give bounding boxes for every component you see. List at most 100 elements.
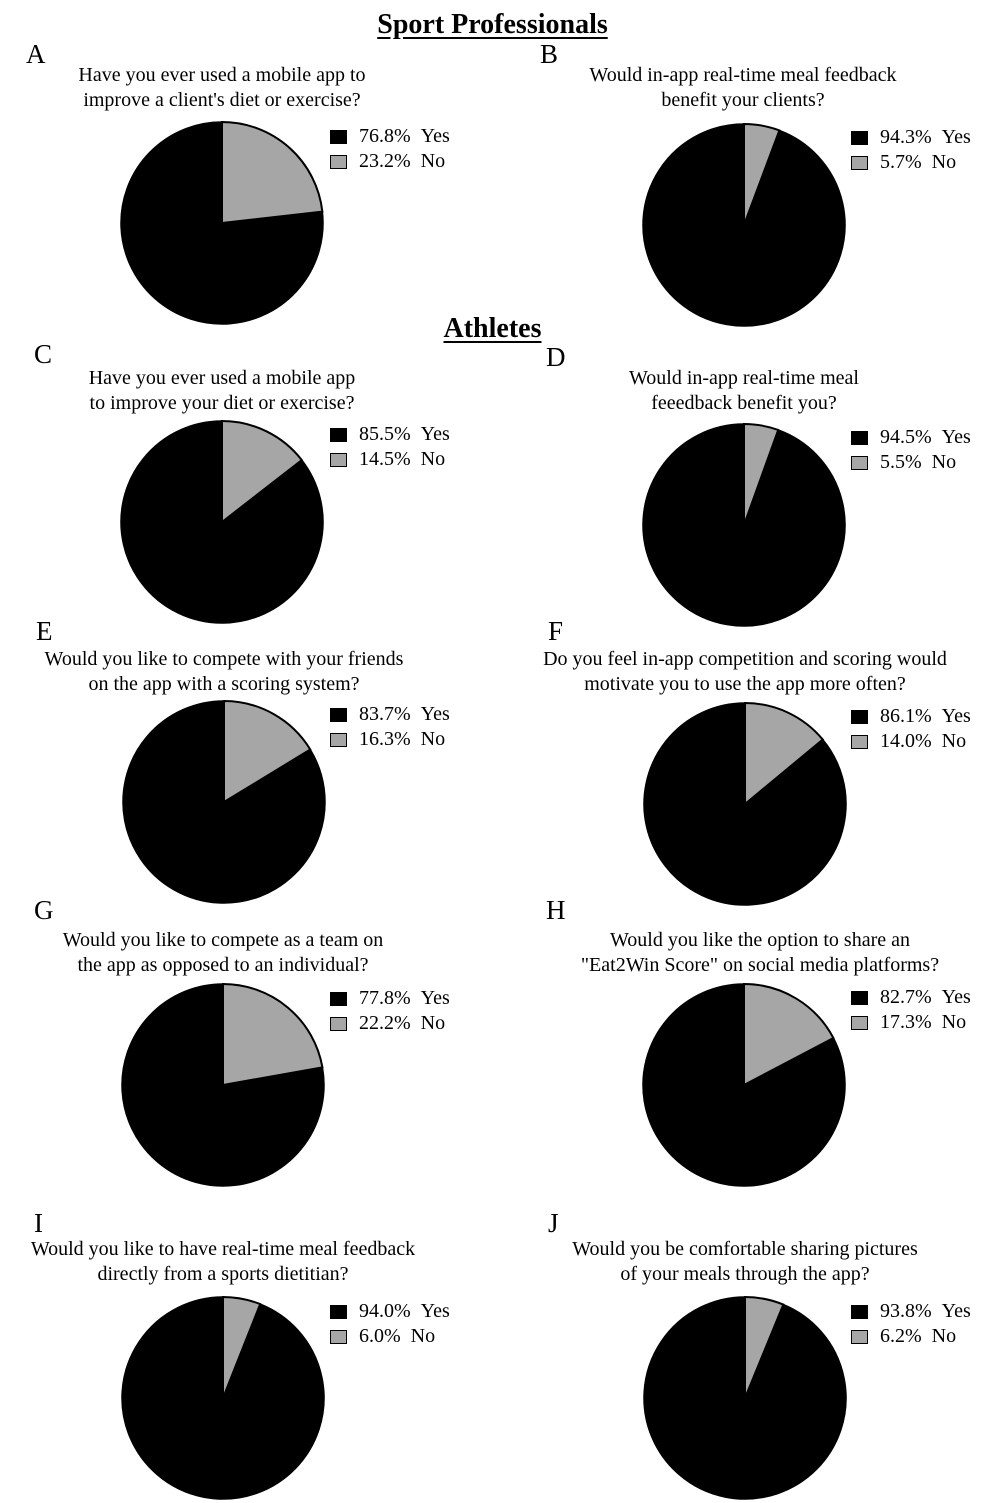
heading-athletes: Athletes: [443, 313, 542, 344]
chart-title-line: the app as opposed to an individual?: [77, 954, 369, 976]
legend-swatch: [330, 1329, 347, 1344]
legend-percent: 86.1%: [880, 705, 932, 727]
chart-title-d: Would in-app real-time meal feeedback ben…: [494, 366, 985, 416]
panel-letter-h: H: [546, 895, 566, 925]
legend-swatch: [330, 427, 347, 442]
chart-title-c: Have you ever used a mobile app to improv…: [0, 366, 472, 416]
panel-letter-a: A: [26, 39, 46, 69]
panel-letter-g: G: [34, 895, 54, 925]
pie-chart-h: [642, 982, 846, 1187]
legend-percent: 6.0%: [359, 1325, 401, 1347]
pie-slice-no: [743, 422, 780, 526]
legend-percent: 83.7%: [359, 703, 411, 725]
legend-label: Yes: [941, 1300, 971, 1322]
legend-g: 77.8% Yes 22.2% No: [330, 986, 450, 1036]
chart-title-e: Would you like to compete with your frie…: [0, 647, 474, 697]
legend-percent: 93.8%: [880, 1300, 932, 1322]
chart-title-line: improve a client's diet or exercise?: [83, 89, 361, 111]
legend-percent: 85.5%: [359, 423, 411, 445]
legend-swatch: [330, 1304, 347, 1319]
legend-percent: 23.2%: [359, 150, 411, 172]
chart-title-j: Would you be comfortable sharing picture…: [495, 1237, 985, 1287]
chart-title-line: Would you like to compete as a team on: [62, 929, 384, 951]
legend-percent: 22.2%: [359, 1012, 411, 1034]
legend-percent: 17.3%: [880, 1011, 932, 1033]
legend-item-yes: 82.7% Yes: [851, 985, 971, 1010]
legend-label: No: [941, 730, 967, 752]
chart-title-b: Would in-app real-time meal feedback bene…: [493, 63, 985, 113]
chart-title-line: Would you be comfortable sharing picture…: [572, 1238, 918, 1260]
legend-item-no: 14.0% No: [851, 729, 971, 754]
legend-item-yes: 93.8% Yes: [851, 1299, 971, 1324]
legend-item-yes: 94.3% Yes: [851, 125, 971, 150]
legend-a: 76.8% Yes 23.2% No: [330, 124, 450, 174]
chart-title-line: feeedback benefit you?: [651, 392, 837, 414]
legend-swatch: [851, 1304, 868, 1319]
legend-d: 94.5% Yes 5.5% No: [851, 425, 971, 475]
chart-title-line: "Eat2Win Score" on social media platform…: [580, 954, 940, 976]
legend-label: No: [941, 1011, 967, 1033]
pie-chart-b: [642, 122, 846, 327]
legend-swatch: [851, 709, 868, 724]
legend-label: No: [931, 151, 957, 173]
legend-swatch: [330, 991, 347, 1006]
chart-title-line: on the app with a scoring system?: [88, 673, 360, 695]
legend-swatch: [330, 154, 347, 169]
legend-label: Yes: [420, 125, 450, 147]
pie-slice-no: [743, 982, 835, 1087]
legend-label: Yes: [941, 126, 971, 148]
legend-percent: 5.7%: [880, 151, 922, 173]
legend-percent: 14.5%: [359, 448, 411, 470]
legend-swatch: [330, 732, 347, 747]
pie-slice-no: [221, 120, 324, 225]
legend-item-yes: 83.7% Yes: [330, 702, 450, 727]
chart-title-a: Have you ever used a mobile app to improv…: [0, 63, 472, 113]
legend-f: 86.1% Yes 14.0% No: [851, 704, 971, 754]
legend-item-yes: 85.5% Yes: [330, 422, 450, 447]
legend-h: 82.7% Yes 17.3% No: [851, 985, 971, 1035]
legend-item-yes: 94.0% Yes: [330, 1299, 450, 1324]
legend-item-no: 5.5% No: [851, 450, 971, 475]
legend-percent: 82.7%: [880, 986, 932, 1008]
legend-swatch: [851, 455, 868, 470]
chart-title-line: directly from a sports dietitian?: [97, 1263, 349, 1285]
pie-chart-j: [643, 1295, 847, 1500]
legend-swatch: [851, 155, 868, 170]
chart-title-line: Would you like the option to share an: [610, 929, 910, 951]
pie-slice-no: [744, 1295, 785, 1399]
legend-e: 83.7% Yes 16.3% No: [330, 702, 450, 752]
legend-item-no: 14.5% No: [330, 447, 450, 472]
legend-label: Yes: [941, 426, 971, 448]
chart-title-line: Would you like to compete with your frie…: [44, 648, 404, 670]
panel-letter-c: C: [34, 339, 53, 369]
pie-chart-i: [121, 1295, 325, 1500]
pie-chart-g: [121, 982, 325, 1187]
legend-item-no: 17.3% No: [851, 1010, 971, 1035]
legend-label: Yes: [941, 705, 971, 727]
legend-c: 85.5% Yes 14.5% No: [330, 422, 450, 472]
pie-slice-no: [222, 1295, 262, 1399]
legend-percent: 5.5%: [880, 451, 922, 473]
legend-label: Yes: [420, 987, 450, 1009]
legend-percent: 76.8%: [359, 125, 411, 147]
pie-slice-no: [223, 699, 312, 804]
panel-letter-i: I: [34, 1208, 43, 1238]
legend-swatch: [851, 130, 868, 145]
chart-title-line: Would you like to have real-time meal fe…: [30, 1238, 416, 1260]
legend-percent: 77.8%: [359, 987, 411, 1009]
panel-letter-f: F: [548, 616, 564, 646]
pie-chart-f: [643, 701, 847, 906]
chart-title-line: motivate you to use the app more often?: [584, 673, 906, 695]
legend-label: No: [931, 1325, 957, 1347]
panel-letter-b: B: [540, 39, 559, 69]
chart-title-line: to improve your diet or exercise?: [89, 392, 355, 414]
legend-label: No: [420, 728, 446, 750]
legend-label: No: [420, 150, 446, 172]
legend-item-yes: 77.8% Yes: [330, 986, 450, 1011]
legend-swatch: [330, 707, 347, 722]
pie-chart-e: [122, 699, 326, 904]
legend-swatch: [851, 990, 868, 1005]
legend-item-no: 16.3% No: [330, 727, 450, 752]
legend-label: No: [420, 448, 446, 470]
legend-percent: 94.3%: [880, 126, 932, 148]
